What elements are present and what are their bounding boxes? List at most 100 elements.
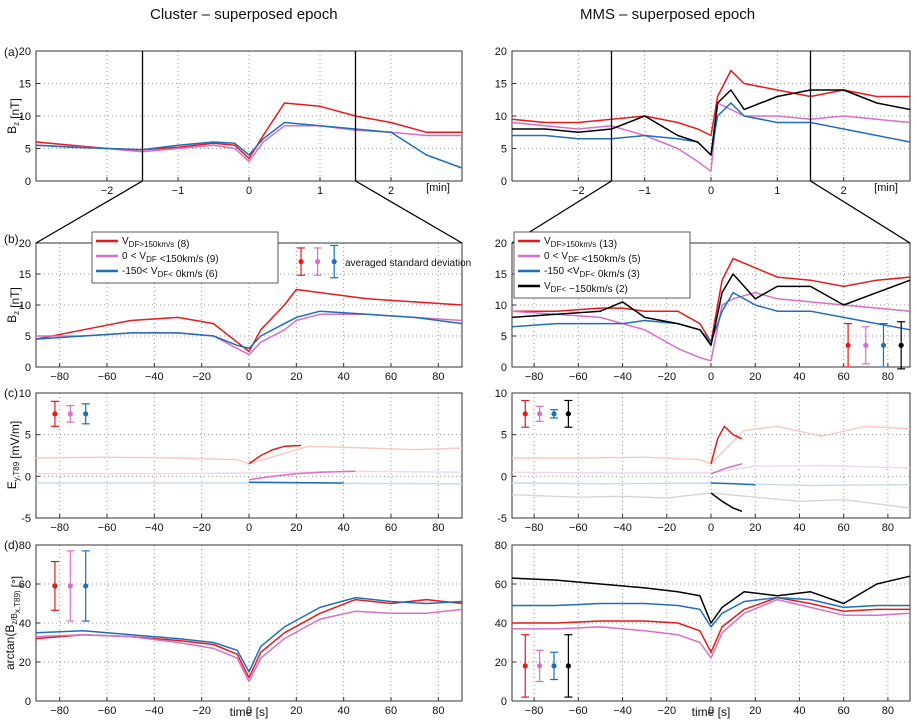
panel-c-right: -5 0 5 10 −80 −60 −40 −20 0 20 40 60 80 bbox=[495, 388, 911, 534]
x-tick-label: −60 bbox=[98, 705, 117, 717]
error-point bbox=[845, 342, 851, 348]
x-tick-label: 2 bbox=[388, 185, 394, 197]
error-point bbox=[898, 342, 904, 348]
y-tick-label: 80 bbox=[19, 540, 31, 552]
panel-label: (a) bbox=[4, 45, 19, 59]
sd-annotation: averaged standard deviation bbox=[345, 258, 471, 269]
x-tick-label: 20 bbox=[749, 371, 761, 383]
y-axis-label-c: Ey,T89[mV/m] bbox=[5, 421, 22, 489]
panel-a-left: 0 5 10 15 20 −2 −1 0 1 2 bbox=[19, 46, 463, 197]
y-axis-label-d: arctan(Bz/Bx,T89)[°] bbox=[3, 576, 23, 670]
x-tick-label: −60 bbox=[569, 371, 588, 383]
panel-c-left: -5 0 5 10 −80 −60 −40 −20 0 20 40 60 80 bbox=[19, 388, 463, 534]
x-tick-label: −20 bbox=[192, 371, 211, 383]
x-axis-label: time [s] bbox=[230, 705, 269, 719]
y-tick-label: -5 bbox=[497, 513, 507, 525]
y-tick-label: 5 bbox=[25, 144, 31, 156]
x-tick-label: 80 bbox=[882, 705, 894, 717]
x-tick-label: −40 bbox=[145, 371, 164, 383]
series-line bbox=[512, 89, 911, 156]
x-tick-label: −80 bbox=[525, 522, 544, 534]
y-tick-label: 0 bbox=[25, 696, 31, 708]
y-tick-label: 15 bbox=[19, 269, 31, 281]
x-tick-label: 0 bbox=[708, 185, 714, 197]
series-line bbox=[511, 575, 911, 624]
title-cluster: Cluster – superposed epoch bbox=[150, 6, 338, 23]
series-line bbox=[511, 291, 911, 362]
x-tick-label: 0 bbox=[246, 522, 252, 534]
x-tick-label: −20 bbox=[657, 705, 676, 717]
x-tick-label: 80 bbox=[882, 522, 894, 534]
error-point bbox=[565, 663, 571, 669]
y-tick-label: 10 bbox=[495, 300, 507, 312]
legend-label: VDF>150km/s (8) bbox=[122, 236, 189, 250]
title-mms: MMS – superposed epoch bbox=[580, 6, 756, 23]
x-tick-label: −80 bbox=[525, 371, 544, 383]
axes-frame bbox=[511, 392, 911, 519]
series-line bbox=[511, 291, 911, 343]
y-axis-label-a: Bz[nT] bbox=[5, 98, 22, 134]
x-tick-label: 80 bbox=[432, 705, 444, 717]
error-point bbox=[537, 411, 543, 417]
y-tick-label: 0 bbox=[501, 696, 507, 708]
panel-d-right: 0 20 40 60 80 −80 −60 −40 −20 0 20 40 60 80 bbox=[495, 540, 911, 717]
x-tick-label: 60 bbox=[838, 522, 850, 534]
error-point bbox=[67, 583, 73, 589]
x-tick-label: 20 bbox=[290, 371, 302, 383]
series-line bbox=[512, 257, 911, 343]
error-point bbox=[83, 583, 89, 589]
error-point bbox=[863, 342, 869, 348]
error-point bbox=[331, 259, 337, 265]
y-tick-label: 0 bbox=[501, 176, 507, 188]
x-tick-label: −60 bbox=[569, 705, 588, 717]
panel-label: (d) bbox=[4, 538, 19, 552]
x-tick-label: 40 bbox=[793, 522, 805, 534]
series-line bbox=[248, 481, 344, 484]
series-line bbox=[512, 102, 911, 156]
x-tick-label: 2 bbox=[841, 185, 847, 197]
x-unit-label: [min] bbox=[874, 182, 898, 194]
x-tick-label: 60 bbox=[385, 522, 397, 534]
series-line bbox=[35, 596, 463, 673]
y-tick-label: 10 bbox=[19, 388, 31, 400]
panel-b-right: 0 5 10 15 20 −80 −60 −40 −20 0 20 40 60 80 bbox=[495, 238, 911, 383]
y-tick-label: 5 bbox=[501, 144, 507, 156]
legend-label: -150< VDF< 0km/s (6) bbox=[122, 266, 218, 280]
x-tick-label: 40 bbox=[338, 371, 350, 383]
y-tick-label: 40 bbox=[19, 618, 31, 630]
x-tick-label: −80 bbox=[50, 371, 69, 383]
y-tick-label: 10 bbox=[19, 300, 31, 312]
x-tick-label: 60 bbox=[385, 705, 397, 717]
x-tick-label: 20 bbox=[749, 522, 761, 534]
y-tick-label: 10 bbox=[495, 388, 507, 400]
error-point bbox=[537, 663, 543, 669]
y-tick-label: 15 bbox=[495, 79, 507, 91]
x-tick-label: −20 bbox=[192, 522, 211, 534]
x-tick-label: 40 bbox=[793, 705, 805, 717]
x-tick-label: −80 bbox=[525, 705, 544, 717]
x-axis-label: time [s] bbox=[692, 705, 731, 719]
y-tick-label: 0 bbox=[501, 362, 507, 374]
series-line bbox=[511, 69, 910, 137]
series-line bbox=[710, 463, 743, 475]
series-line bbox=[248, 470, 356, 481]
zoom-connector bbox=[810, 180, 911, 244]
y-tick-label: 20 bbox=[495, 46, 507, 58]
y-tick-label: 5 bbox=[25, 331, 31, 343]
legend-label: 0 < VDF <150km/s (9) bbox=[122, 251, 219, 265]
series-line bbox=[35, 310, 463, 350]
y-tick-label: 20 bbox=[495, 238, 507, 250]
legend-mms-box bbox=[513, 231, 691, 299]
y-tick-label: 60 bbox=[19, 579, 31, 591]
y-tick-label: 20 bbox=[19, 238, 31, 250]
x-tick-label: 0 bbox=[708, 371, 714, 383]
series-line bbox=[710, 482, 756, 486]
x-tick-label: 0 bbox=[246, 705, 252, 717]
x-tick-label: 40 bbox=[338, 705, 350, 717]
series-line bbox=[35, 608, 463, 683]
y-tick-label: 0 bbox=[25, 362, 31, 374]
error-point bbox=[551, 411, 557, 417]
x-tick-label: −2 bbox=[572, 185, 585, 197]
x-tick-label: 20 bbox=[290, 522, 302, 534]
